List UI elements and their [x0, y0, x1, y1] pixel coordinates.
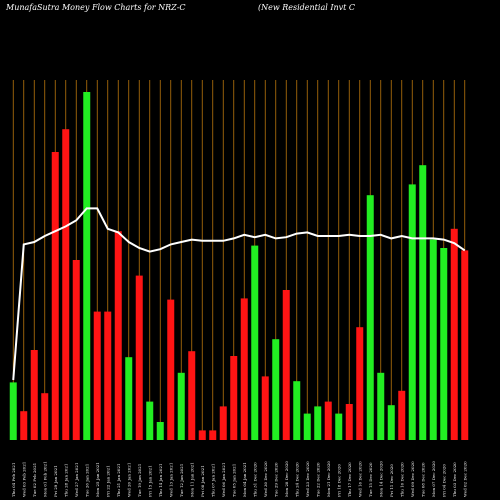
- money-flow-bar: [282, 290, 290, 440]
- x-tick-label: Wed 27 Jan 2021: [74, 463, 79, 497]
- money-flow-bar: [230, 356, 238, 440]
- x-tick-label: Mon 14 Dec 2020: [378, 461, 383, 497]
- money-flow-bar: [146, 401, 154, 440]
- x-tick-label: Wed 03 Feb 2021: [21, 462, 26, 497]
- money-flow-bar: [335, 413, 343, 440]
- x-tick-label: Thu 03 Dec 2020: [452, 462, 457, 497]
- money-flow-bar: [450, 228, 458, 440]
- x-tick-label: Wed 23 Dec 2020: [305, 461, 310, 497]
- money-flow-bar: [114, 231, 122, 440]
- money-flow-bar: [104, 311, 112, 440]
- money-flow-bar: [261, 376, 269, 440]
- money-flow-bar: [314, 406, 322, 440]
- x-tick-labels: Thu 04 Feb 2021 Wed 03 Feb 2021 Tue 02 Feb…: [11, 461, 468, 497]
- x-tick-label: Mon 04 Jan 2021: [242, 462, 247, 497]
- x-tick-label: Tue 26 Jan 2021: [84, 464, 89, 497]
- money-flow-bar: [419, 165, 427, 440]
- money-flow-bar: [198, 430, 206, 440]
- money-flow-bar: [188, 351, 196, 440]
- x-tick-label: Fri 08 Jan 2021: [200, 465, 205, 497]
- bar-series: [9, 92, 469, 440]
- x-tick-label: Tue 02 Feb 2021: [32, 463, 37, 497]
- money-flow-bar: [51, 152, 59, 440]
- money-flow-bar: [62, 129, 70, 440]
- x-tick-label: Wed 30 Dec 2020: [263, 461, 268, 497]
- x-tick-label: Wed 20 Jan 2021: [126, 463, 131, 497]
- x-tick-label: Thu 04 Feb 2021: [11, 463, 16, 497]
- money-flow-bar: [324, 401, 332, 440]
- money-flow-bar: [440, 248, 448, 440]
- money-flow-bar: [251, 245, 259, 440]
- x-tick-label: Thu 10 Dec 2020: [399, 462, 404, 497]
- x-tick-label: Mon 28 Dec 2020: [284, 461, 289, 497]
- x-tick-label: Tue 22 Dec 2020: [315, 462, 320, 497]
- x-tick-label: Thu 31 Dec 2020: [252, 462, 257, 497]
- x-tick-label: Wed 13 Jan 2021: [168, 463, 173, 497]
- x-tick-label: Fri 29 Jan 2021: [53, 465, 58, 497]
- money-flow-bar: [408, 184, 416, 440]
- money-flow-bar: [156, 422, 164, 440]
- money-flow-bar: [20, 411, 28, 440]
- x-tick-label: Fri 15 Jan 2021: [147, 465, 152, 497]
- money-flow-bar: [9, 382, 17, 440]
- money-flow-bar: [272, 339, 280, 440]
- x-tick-label: Wed 16 Dec 2020: [357, 461, 362, 497]
- money-flow-bar: [167, 299, 175, 440]
- money-flow-bar: [209, 430, 217, 440]
- x-tick-label: Mon 01 Feb 2021: [42, 461, 47, 497]
- money-flow-bar: [125, 357, 133, 440]
- money-flow-bar: [303, 413, 311, 440]
- money-flow-bar: [135, 275, 143, 440]
- x-tick-label: Fri 11 Dec 2020: [389, 464, 394, 497]
- x-tick-label: Tue 15 Dec 2020: [368, 462, 373, 497]
- x-tick-label: Wed 02 Dec 2020: [462, 461, 467, 497]
- x-tick-label: Mon 07 Dec 2020: [431, 461, 436, 497]
- money-flow-bar: [240, 298, 248, 440]
- line-series: [12, 207, 466, 381]
- money-flow-bar: [345, 404, 353, 440]
- money-flow-bar: [30, 350, 38, 440]
- money-flow-bar: [377, 372, 385, 440]
- money-flow-bar: [83, 92, 91, 440]
- x-tick-label: Fri 22 Jan 2021: [105, 465, 110, 497]
- money-flow-bar: [41, 393, 49, 440]
- x-tick-label: Fri 18 Dec 2020: [336, 464, 341, 497]
- x-tick-label: Tue 29 Dec 2020: [273, 462, 278, 497]
- x-tick-label: Mon 11 Jan 2021: [189, 462, 194, 497]
- x-tick-label: Tue 19 Jan 2021: [137, 464, 142, 497]
- money-flow-bar: [387, 405, 395, 440]
- money-flow-bar: [366, 195, 374, 440]
- x-tick-label: Thu 17 Dec 2020: [347, 462, 352, 497]
- chart-subtitle: (New Residential Invt C: [258, 3, 355, 12]
- money-flow-bar: [398, 390, 406, 440]
- x-tick-label: Tue 12 Jan 2021: [179, 464, 184, 497]
- money-flow-bar: [429, 239, 437, 440]
- x-tick-label: Wed 06 Jan 2021: [221, 463, 226, 497]
- x-tick-label: Thu 21 Jan 2021: [116, 464, 121, 497]
- x-tick-label: Thu 14 Jan 2021: [158, 464, 163, 497]
- x-tick-label: Thu 24 Dec 2020: [294, 462, 299, 497]
- chart-title: MunafaSutra Money Flow Charts for NRZ-C: [5, 3, 186, 12]
- money-flow-bar: [219, 406, 227, 440]
- money-flow-bar: [72, 260, 80, 440]
- money-flow-bar: [356, 327, 364, 440]
- x-tick-label: Tue 08 Dec 2020: [420, 462, 425, 497]
- money-flow-bar: [293, 381, 301, 440]
- x-tick-label: Thu 07 Jan 2021: [210, 464, 215, 497]
- x-tick-label: Mon 25 Jan 2021: [95, 462, 100, 497]
- money-flow-bar: [177, 372, 185, 440]
- x-tick-label: Fri 04 Dec 2020: [441, 464, 446, 497]
- x-tick-label: Thu 28 Jan 2021: [63, 464, 68, 497]
- money-flow-bar: [93, 311, 101, 440]
- money-flow-bar: [461, 250, 469, 440]
- x-tick-label: Wed 09 Dec 2020: [410, 461, 415, 497]
- price-line: [12, 207, 466, 381]
- x-tick-label: Tue 05 Jan 2021: [231, 464, 236, 497]
- x-tick-label: Mon 21 Dec 2020: [326, 461, 331, 497]
